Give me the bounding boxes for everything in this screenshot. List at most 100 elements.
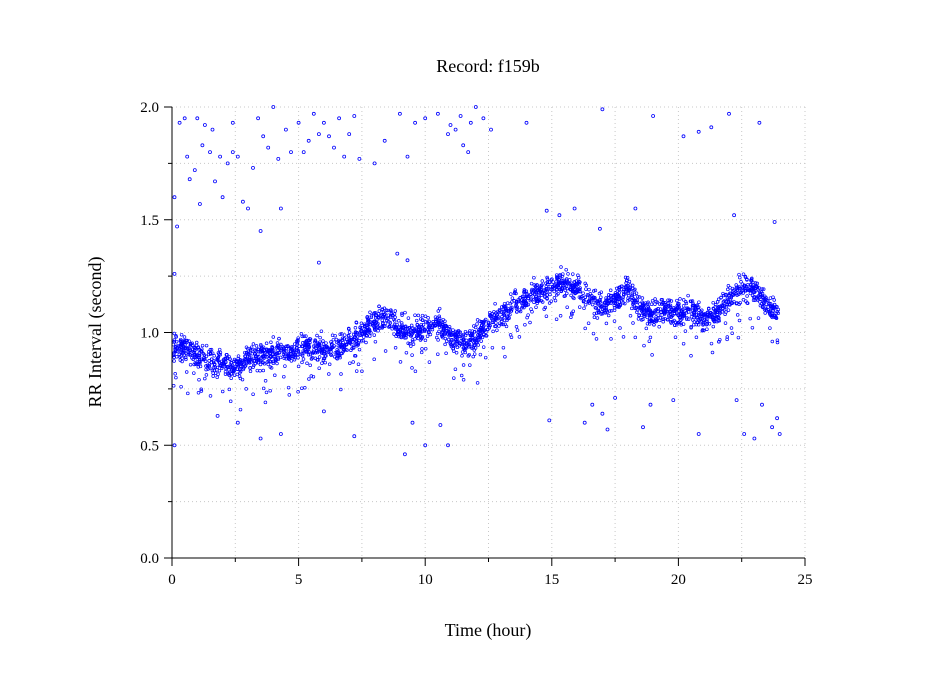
data-point [547, 301, 552, 305]
data-point [305, 338, 309, 343]
tick-marks: 0 5 10 15 20 25 0.0 0.5 1.0 1.5 2.0 [140, 100, 812, 588]
data-point [453, 343, 458, 348]
data-point [735, 288, 740, 292]
data-point [681, 312, 685, 317]
data-point [726, 308, 731, 312]
data-point [738, 300, 742, 305]
data-point [208, 394, 213, 398]
data-point [470, 333, 475, 338]
data-point [196, 391, 201, 395]
data-point [470, 335, 475, 340]
data-point [174, 334, 178, 338]
data-point [571, 272, 575, 276]
data-point [289, 359, 294, 363]
data-point [274, 357, 278, 362]
data-point [274, 352, 278, 357]
data-point [411, 330, 416, 334]
data-point [266, 362, 270, 367]
data-point [543, 305, 548, 310]
data-point [671, 306, 676, 310]
data-point [360, 325, 364, 330]
data-point [478, 352, 483, 357]
data-point [410, 340, 415, 344]
data-point [596, 310, 601, 315]
data-point [420, 347, 424, 351]
data-point [580, 294, 584, 299]
data-point [414, 326, 419, 330]
data-point [760, 287, 765, 291]
data-point [391, 313, 395, 318]
data-point [730, 301, 735, 305]
outlier-point [283, 127, 288, 132]
data-point [393, 309, 398, 313]
data-point [465, 331, 469, 336]
data-point [311, 344, 316, 348]
data-point [300, 360, 304, 365]
outlier-point [208, 150, 212, 155]
data-point [520, 306, 524, 310]
data-point [561, 278, 566, 282]
data-point [399, 334, 403, 339]
data-point [437, 325, 442, 329]
data-point [251, 342, 256, 346]
data-point [657, 325, 661, 329]
data-point [247, 361, 252, 365]
data-point [503, 354, 507, 359]
data-point [327, 372, 331, 376]
outlier-point [215, 413, 220, 418]
data-point [735, 293, 739, 297]
data-point [177, 352, 182, 357]
data-point [282, 356, 286, 361]
outlier-point [258, 436, 263, 441]
outlier-point [276, 156, 281, 161]
data-point [475, 381, 480, 385]
outlier-point [256, 116, 261, 121]
data-point [383, 324, 387, 329]
data-point [501, 307, 506, 312]
data-point [607, 309, 612, 313]
data-point [599, 305, 603, 309]
data-point [296, 349, 301, 353]
data-point [317, 341, 321, 346]
data-point [413, 369, 418, 374]
data-point [476, 343, 481, 347]
data-point [593, 288, 598, 293]
data-point [436, 309, 441, 313]
data-point [677, 302, 681, 306]
data-point [353, 330, 358, 334]
data-point [271, 335, 276, 339]
data-point [304, 343, 308, 348]
data-point [769, 304, 773, 308]
outlier-point [311, 111, 316, 116]
data-point [692, 322, 696, 327]
data-point [524, 289, 529, 293]
data-point [494, 321, 498, 325]
data-point [283, 364, 287, 368]
data-point [555, 287, 559, 292]
data-point [564, 277, 569, 281]
data-point [675, 298, 679, 303]
data-point [668, 312, 673, 317]
data-point [186, 391, 190, 396]
outlier-point [772, 220, 777, 224]
outlier-point [251, 165, 255, 170]
data-point [261, 368, 266, 373]
data-point [398, 328, 403, 333]
data-point [431, 324, 435, 328]
data-point [388, 324, 392, 328]
outlier-point [187, 177, 192, 182]
data-point [670, 319, 675, 324]
data-point [365, 331, 369, 335]
data-point [425, 334, 430, 338]
data-point [239, 358, 243, 363]
data-point [694, 303, 699, 308]
data-point [362, 322, 367, 326]
data-point [207, 359, 211, 363]
data-point [467, 344, 471, 349]
outlier-point [481, 116, 486, 121]
outlier-point [316, 132, 321, 137]
data-point [427, 323, 432, 328]
data-point [584, 287, 588, 291]
data-point [350, 346, 354, 351]
data-point [721, 306, 725, 311]
